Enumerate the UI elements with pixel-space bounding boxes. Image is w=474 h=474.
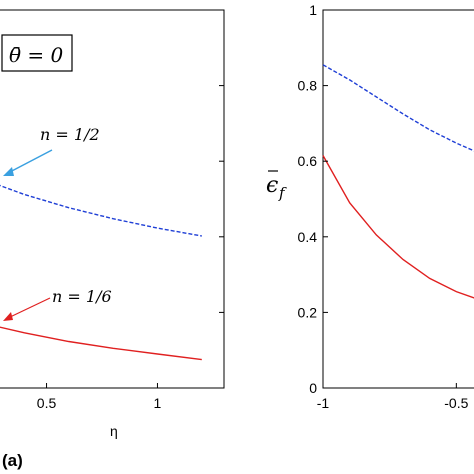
left-axes-box [0, 9, 225, 389]
theta-box [1, 34, 73, 72]
annotation-n-sixth-arrowhead [3, 312, 13, 321]
right-x-ticks: -1 -0.5 [317, 383, 469, 411]
right-xtick-label-1: -0.5 [444, 395, 468, 411]
right-ytick-label-1: 0.2 [298, 304, 318, 320]
left-panel: θ̄ = 0 0.5 1 n = 1/2 n = 1/6 η [0, 9, 225, 439]
right-y-ticks: 0 0.2 0.4 0.6 0.8 1 [298, 2, 328, 396]
right-series-line-0 [322, 64, 474, 152]
right-xtick-label-0: -1 [317, 395, 330, 411]
annotation-n-sixth-arrow [7, 297, 51, 319]
figure-label: (a) [2, 451, 23, 470]
right-panel: 0 0.2 0.4 0.6 0.8 1 -1 -0.5 ϵ f [266, 2, 474, 411]
right-ytick-label-5: 1 [309, 2, 317, 18]
annotation-n-half: n = 1/2 [40, 125, 100, 144]
left-series-group [0, 184, 202, 361]
left-series-line-1 [0, 326, 202, 361]
right-axes-box [322, 9, 474, 389]
right-ylabel: ϵ f [266, 170, 287, 202]
left-x-ticks: 0.5 1 [37, 85, 224, 411]
left-xlabel: η [110, 423, 118, 439]
annotation-n-sixth: n = 1/6 [52, 287, 112, 306]
annotation-n-half-arrowhead [3, 167, 14, 176]
right-series-line-1 [322, 155, 474, 299]
right-ytick-label-4: 0.8 [298, 78, 318, 94]
left-xtick-label-1: 1 [154, 395, 162, 411]
right-ytick-label-0: 0 [309, 380, 317, 396]
left-series-line-0 [0, 184, 202, 237]
ylabel-epsilon: ϵ [266, 173, 278, 198]
annotation-n-half-arrow [7, 149, 53, 174]
right-series-group [322, 64, 474, 299]
left-xtick-label-0: 0.5 [37, 395, 57, 411]
right-ytick-label-3: 0.6 [298, 153, 318, 169]
right-ytick-label-2: 0.4 [298, 229, 318, 245]
theta-box-text: θ̄ = 0 [9, 43, 64, 67]
ylabel-subscript: f [278, 184, 287, 202]
